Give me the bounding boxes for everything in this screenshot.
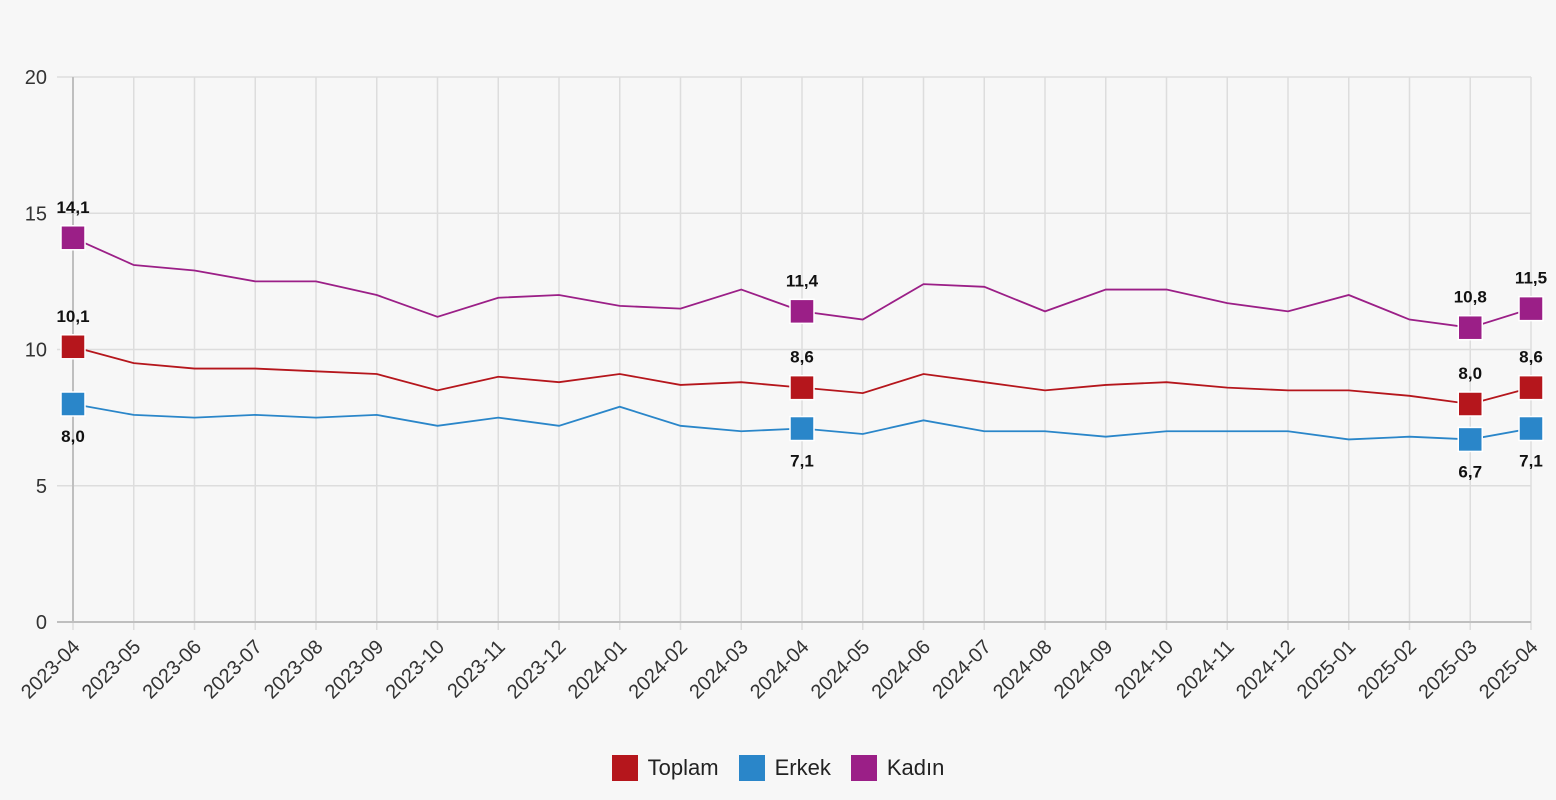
x-tick-label: 2024-01 — [564, 636, 631, 703]
series-marker-kad-n[interactable] — [789, 298, 815, 325]
legend-item-toplam[interactable]: Toplam — [611, 755, 719, 781]
legend-swatch — [850, 755, 877, 781]
data-label-toplam: 8,6 — [790, 348, 814, 367]
data-label-erkek: 7,1 — [790, 452, 814, 471]
series-marker-toplam[interactable] — [60, 334, 86, 360]
series-marker-erkek[interactable] — [60, 391, 86, 417]
x-tick-label: 2024-07 — [928, 636, 995, 703]
x-tick-label: 2024-10 — [1111, 636, 1178, 703]
data-label-kad-n: 11,4 — [786, 271, 819, 290]
data-label-kad-n: 14,1 — [56, 198, 89, 217]
y-tick-label: 20 — [25, 67, 47, 89]
legend-label: Erkek — [774, 755, 831, 780]
x-tick-label: 2023-04 — [17, 636, 84, 703]
x-tick-label: 2024-05 — [807, 636, 874, 703]
legend-item-erkek[interactable]: Erkek — [738, 755, 831, 781]
x-tick-label: 2024-02 — [625, 636, 692, 703]
y-tick-label: 5 — [36, 476, 47, 498]
legend-item-kad-n[interactable]: Kadın — [850, 755, 945, 781]
series-marker-kad-n[interactable] — [1457, 314, 1483, 341]
x-tick-label: 2025-04 — [1475, 636, 1542, 703]
x-tick-label: 2023-11 — [443, 636, 509, 702]
series-marker-toplam[interactable] — [1457, 391, 1483, 417]
x-tick-label: 2023-06 — [139, 636, 206, 703]
data-label-toplam: 8,6 — [1519, 348, 1543, 367]
x-tick-label: 2024-06 — [868, 636, 935, 703]
x-tick-label: 2023-05 — [78, 636, 145, 703]
data-label-kad-n: 11,5 — [1515, 269, 1547, 288]
x-tick-label: 2023-12 — [503, 636, 570, 703]
x-tick-label: 2025-03 — [1414, 636, 1481, 703]
series-marker-toplam[interactable] — [789, 374, 815, 401]
legend-label: Toplam — [647, 755, 719, 780]
x-tick-label: 2024-08 — [989, 636, 1056, 703]
series-layer — [60, 225, 1544, 453]
data-label-kad-n: 10,8 — [1454, 288, 1487, 307]
series-marker-erkek[interactable] — [1518, 415, 1544, 442]
series-marker-toplam[interactable] — [1518, 374, 1544, 401]
legend-label: Kadın — [886, 755, 945, 780]
x-tick-label: 2025-01 — [1293, 636, 1360, 703]
data-label-toplam: 8,0 — [1458, 364, 1482, 383]
x-tick-label: 2023-08 — [260, 636, 327, 703]
x-tick-label: 2024-09 — [1050, 636, 1117, 703]
x-tick-label: 2023-07 — [199, 636, 266, 703]
series-marker-erkek[interactable] — [789, 415, 815, 442]
y-tick-label: 0 — [36, 612, 47, 634]
x-tick-label: 2024-12 — [1232, 636, 1299, 703]
data-label-layer: 10,1 8,6 8,0 8,6 8,0 7,1 6,7 7,1 14,1 11,4 10,8 11,… — [56, 198, 1547, 482]
data-label-toplam: 10,1 — [56, 307, 89, 326]
series-marker-erkek[interactable] — [1457, 426, 1483, 453]
x-tick-label: 2023-09 — [321, 636, 388, 703]
x-tick-label: 2024-11 — [1172, 636, 1238, 702]
line-chart: 051015202023-042023-052023-062023-072023… — [17, 67, 1547, 703]
legend-swatch — [738, 755, 765, 781]
y-tick-label: 15 — [25, 203, 47, 225]
x-tick-label: 2023-10 — [382, 636, 449, 703]
x-tick-label: 2025-02 — [1354, 636, 1421, 703]
data-label-erkek: 7,1 — [1519, 452, 1543, 471]
data-label-erkek: 8,0 — [61, 427, 85, 446]
series-marker-kad-n[interactable] — [1518, 295, 1544, 322]
data-label-erkek: 6,7 — [1458, 462, 1482, 481]
x-tick-label: 2024-03 — [685, 636, 752, 703]
y-tick-label: 10 — [25, 340, 47, 362]
x-tick-label: 2024-04 — [746, 636, 813, 703]
legend-swatch — [611, 755, 638, 781]
series-marker-kad-n[interactable] — [60, 225, 86, 251]
chart-legend: Toplam Erkek Kadın — [0, 748, 1556, 788]
